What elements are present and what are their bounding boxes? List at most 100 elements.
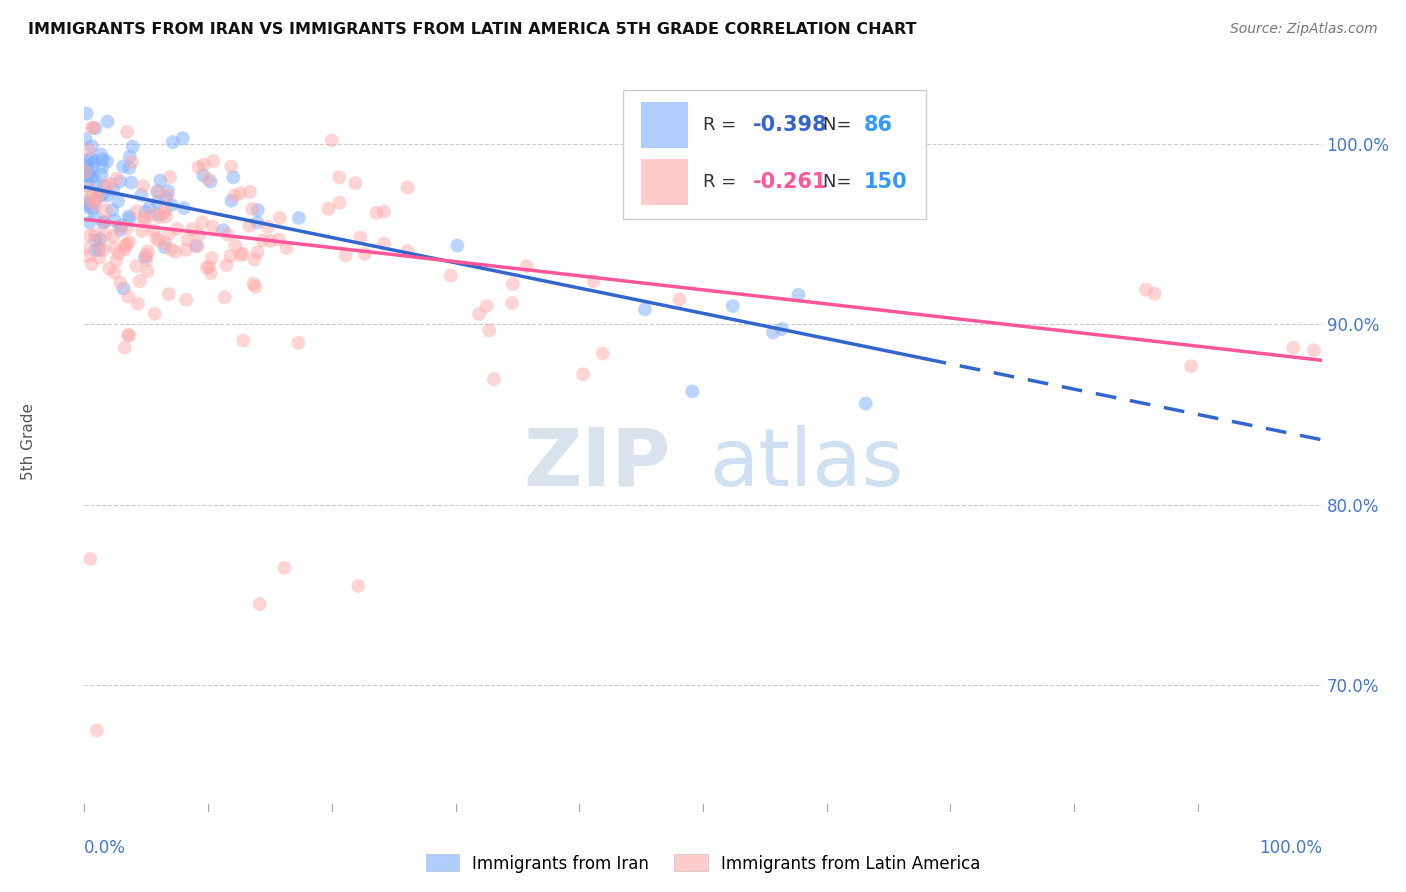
Point: [160, 243, 183, 257]
Point: [117, 328, 139, 343]
Point: [90, 187, 112, 202]
Point: [91, 153, 114, 167]
Point: [273, 561, 295, 575]
Point: [112, 160, 135, 174]
Text: -0.398: -0.398: [752, 115, 827, 136]
Point: [82, 158, 104, 172]
Text: R =: R =: [703, 173, 742, 192]
Point: [91, 187, 114, 202]
Point: [86, 723, 108, 738]
Text: IMMIGRANTS FROM IRAN VS IMMIGRANTS FROM LATIN AMERICA 5TH GRADE CORRELATION CHAR: IMMIGRANTS FROM IRAN VS IMMIGRANTS FROM …: [28, 22, 917, 37]
Point: [201, 251, 224, 265]
Point: [93, 215, 115, 229]
Point: [366, 206, 388, 220]
Point: [79, 216, 101, 230]
Point: [256, 219, 278, 234]
Point: [202, 153, 225, 168]
Point: [96, 203, 118, 218]
Text: 86: 86: [863, 115, 893, 136]
Text: 150: 150: [863, 172, 907, 193]
Point: [721, 299, 744, 313]
Point: [76, 106, 98, 120]
Point: [84, 244, 107, 258]
Point: [96, 188, 118, 202]
Text: atlas: atlas: [709, 425, 904, 503]
Point: [276, 241, 298, 255]
Point: [242, 277, 264, 291]
Point: [101, 203, 124, 218]
FancyBboxPatch shape: [641, 103, 688, 148]
Point: [232, 246, 254, 260]
Point: [112, 281, 135, 295]
Point: [76, 169, 98, 183]
Point: [217, 227, 239, 242]
Point: [120, 176, 142, 190]
Point: [87, 239, 110, 253]
Point: [134, 205, 156, 219]
Point: [482, 372, 505, 386]
Point: [468, 307, 491, 321]
Point: [108, 220, 131, 235]
Point: [353, 247, 375, 261]
Point: [349, 230, 371, 244]
Point: [84, 233, 107, 247]
Point: [373, 236, 395, 251]
Point: [160, 198, 183, 212]
Point: [142, 224, 165, 238]
Point: [132, 211, 155, 226]
Point: [148, 210, 170, 224]
Point: [131, 188, 153, 202]
Text: -0.261: -0.261: [752, 172, 827, 193]
Point: [77, 167, 100, 181]
Point: [181, 222, 204, 236]
Point: [246, 202, 269, 217]
Point: [105, 253, 128, 268]
Point: [200, 175, 222, 189]
Point: [110, 219, 132, 233]
Point: [79, 552, 101, 566]
Point: [245, 280, 267, 294]
Point: [787, 288, 810, 302]
Point: [197, 172, 219, 186]
Point: [157, 227, 180, 241]
Text: R =: R =: [703, 117, 742, 135]
Point: [344, 176, 367, 190]
Point: [134, 250, 156, 264]
Point: [501, 296, 523, 310]
Point: [153, 240, 176, 254]
Point: [243, 252, 266, 267]
Point: [108, 174, 131, 188]
Point: [146, 195, 169, 210]
Point: [77, 143, 100, 157]
Point: [84, 198, 107, 212]
Point: [201, 219, 224, 234]
Point: [134, 213, 156, 227]
Point: [238, 219, 260, 233]
Point: [446, 238, 468, 252]
Point: [83, 154, 105, 169]
Point: [87, 251, 110, 265]
Point: [75, 132, 97, 146]
Point: [91, 216, 114, 230]
Point: [156, 184, 179, 198]
Point: [143, 307, 166, 321]
Point: [184, 239, 207, 253]
FancyBboxPatch shape: [623, 90, 925, 219]
Point: [118, 150, 141, 164]
Point: [174, 293, 197, 307]
Point: [198, 260, 221, 274]
Point: [1135, 283, 1157, 297]
Point: [335, 248, 357, 262]
Point: [592, 346, 614, 360]
Point: [110, 276, 132, 290]
Point: [762, 326, 785, 340]
Point: [91, 161, 114, 175]
Point: [80, 151, 103, 165]
Point: [117, 290, 139, 304]
Point: [94, 215, 117, 229]
Point: [156, 188, 179, 202]
Point: [1303, 343, 1326, 358]
Point: [478, 323, 501, 337]
Point: [138, 200, 160, 214]
Point: [770, 322, 793, 336]
